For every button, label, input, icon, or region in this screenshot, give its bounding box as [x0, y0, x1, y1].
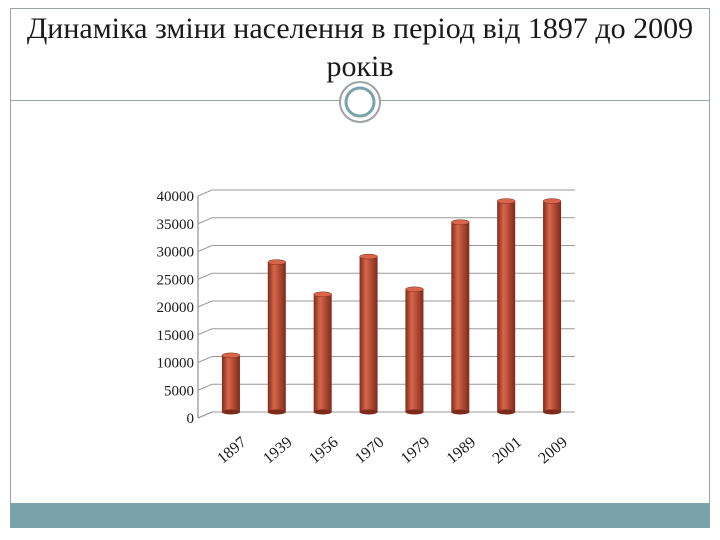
y-tick-label: 40000 [157, 189, 195, 205]
y-tick-label: 15000 [157, 328, 195, 344]
bar-base [497, 409, 516, 415]
x-tick-label: 1939 [260, 434, 295, 468]
bar-top [496, 198, 516, 204]
x-tick-label: 2001 [490, 434, 525, 468]
bar [313, 294, 332, 412]
bar-base [313, 409, 332, 415]
y-tick-label: 0 [187, 411, 195, 427]
bar-top [405, 286, 424, 293]
x-tick-label: 2009 [535, 434, 570, 468]
circle-ornament-icon [339, 81, 381, 123]
bar-top [451, 219, 470, 225]
bar-base [359, 409, 378, 415]
y-tick-label: 35000 [157, 217, 195, 233]
bar [543, 201, 562, 412]
x-tick-label: 1897 [214, 434, 249, 468]
gridline [197, 217, 575, 225]
y-tick-label: 25000 [157, 272, 195, 288]
y-tick-label: 30000 [157, 245, 195, 261]
gridline [197, 356, 575, 363]
bar-top [542, 198, 562, 204]
gridline [197, 383, 575, 391]
bar [359, 256, 378, 412]
footer-band [10, 503, 710, 528]
bar [497, 201, 516, 412]
slide-title: Динаміка зміни населення в період від 18… [26, 12, 694, 83]
gridline [197, 272, 575, 280]
gridline [197, 189, 575, 197]
bar-base [543, 409, 562, 415]
x-tick-label: 1989 [444, 434, 479, 468]
gridline [197, 300, 575, 308]
bar-base [451, 409, 470, 415]
bar-top [267, 259, 287, 265]
gridline [197, 328, 575, 336]
bar [451, 222, 470, 412]
y-tick-label: 20000 [157, 300, 195, 316]
x-tick-label: 1979 [398, 434, 433, 468]
bar-base [221, 409, 240, 415]
bar-top [221, 352, 241, 359]
bar [221, 355, 240, 412]
gridline [197, 411, 575, 419]
x-axis-floor [197, 411, 575, 419]
x-tick-label: 1970 [352, 434, 387, 468]
y-tick-label: 5000 [164, 383, 194, 399]
y-tick-label: 10000 [157, 356, 195, 372]
bar-top [359, 253, 378, 260]
bar [267, 262, 286, 412]
x-tick-label: 1956 [306, 434, 341, 468]
bar [405, 289, 424, 412]
gridline [197, 245, 575, 252]
bar-top [313, 291, 332, 298]
bar-base [267, 409, 286, 415]
bar-base [405, 409, 424, 415]
